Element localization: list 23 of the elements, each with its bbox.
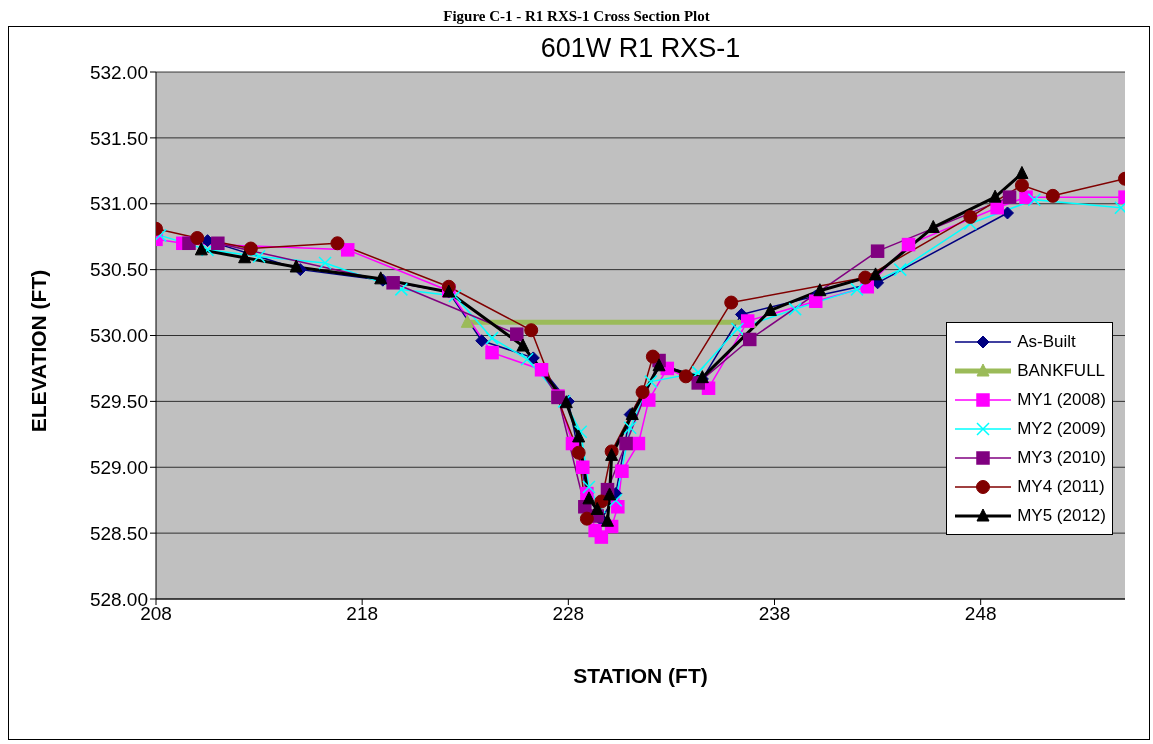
legend-label: MY3 (2010) [1017,447,1106,468]
legend-label: MY2 (2009) [1017,418,1106,439]
y-tick-label: 532.00 [89,61,148,83]
chart-title: 601W R1 RXS-1 [539,33,742,64]
legend-label: MY5 (2012) [1017,505,1106,526]
legend-label: BANKFULL [1017,360,1106,381]
y-tick-label: 529.50 [89,391,148,413]
legend-label: As-Built [1017,331,1076,352]
y-tick-label: 530.50 [89,259,148,281]
legend-label: MY1 (2008) [1017,389,1106,410]
x-tick-label: 248 [964,603,997,625]
x-tick-label: 218 [346,603,379,625]
x-tick-label: 228 [552,603,585,625]
legend-label: MY4 (2011) [1017,476,1105,497]
y-tick-label: 531.50 [89,127,148,149]
x-axis-title: STATION (FT) [572,664,709,688]
y-axis-title: ELEVATION (FT) [27,269,51,432]
y-tick-label: 531.00 [89,193,148,215]
y-tick-label: 529.00 [89,456,148,478]
y-tick-label: 530.00 [89,325,148,347]
x-tick-label: 238 [758,603,791,625]
y-tick-label: 528.50 [89,522,148,544]
text: Figure C-1 - R1 RXS-1 Cross Section Plot [8,8,1145,27]
